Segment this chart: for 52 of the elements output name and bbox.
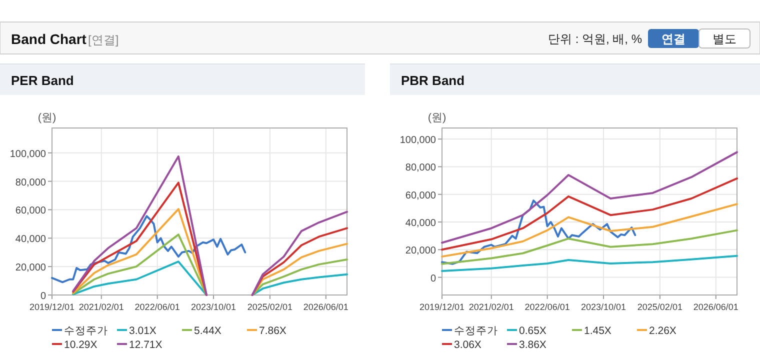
y-tick-label: 20,000	[405, 246, 436, 257]
text: Band Chart	[11, 31, 87, 47]
y-tick-label: 100,000	[10, 148, 46, 160]
line-series	[441, 203, 738, 258]
line-series	[51, 215, 246, 284]
y-tick-label: 60,000	[405, 190, 436, 202]
line-series	[441, 254, 738, 272]
x-tick-label: 2026/06/01	[693, 302, 738, 312]
y-axis-title: (원)	[428, 112, 446, 124]
chart-title: PBR Band	[401, 73, 465, 88]
legend-label: 수정주가	[64, 325, 108, 337]
y-tick-label: 40,000	[15, 234, 46, 246]
line-series	[441, 229, 738, 265]
legend-label: 3.01X	[129, 325, 156, 337]
legend-label: 2.26X	[649, 325, 676, 337]
x-tick-label: 2019/12/01	[29, 302, 75, 312]
text: 연결	[662, 32, 686, 46]
text: [연결]	[88, 33, 119, 47]
legend-label: 5.44X	[194, 325, 222, 337]
y-tick-label: 80,000	[15, 177, 46, 188]
legend-label: 10.29X	[64, 339, 98, 351]
x-tick-label: 2022/06/01	[134, 302, 180, 312]
legend-label: 수정주가	[454, 325, 498, 337]
legend-label: 0.65X	[519, 325, 546, 337]
legend-label: 1.45X	[584, 325, 612, 337]
x-tick-label: 2023/10/01	[580, 302, 626, 312]
y-tick-label: 40,000	[405, 218, 436, 230]
line-series	[441, 151, 738, 244]
x-tick-label: 2022/06/01	[524, 302, 570, 312]
x-tick-label: 2021/02/01	[468, 302, 514, 312]
x-tick-label: 2026/06/01	[303, 302, 348, 312]
chart-title: PER Band	[11, 73, 74, 88]
y-tick-label: 20,000	[15, 262, 46, 274]
line-series	[441, 200, 636, 265]
text: 단위 : 억원, 배, %	[548, 32, 642, 46]
line-series	[441, 177, 738, 251]
y-tick-label: 0	[40, 291, 46, 302]
x-tick-label: 2023/10/01	[190, 302, 236, 312]
legend-label: 3.86X	[519, 339, 546, 351]
x-tick-label: 2025/02/01	[637, 302, 682, 312]
x-tick-label: 2025/02/01	[247, 302, 292, 312]
legend-label: 12.71X	[129, 339, 162, 351]
x-tick-label: 2019/12/01	[419, 302, 465, 312]
legend-label: 3.06X	[454, 339, 482, 351]
x-tick-label: 2021/02/01	[78, 302, 124, 312]
y-axis-title: (원)	[38, 112, 56, 124]
y-tick-label: 80,000	[405, 162, 436, 174]
text: 별도	[712, 32, 736, 46]
y-tick-label: 0	[430, 273, 436, 284]
y-tick-label: 60,000	[15, 206, 46, 217]
legend-label: 7.86X	[259, 325, 286, 337]
y-tick-label: 100,000	[400, 135, 436, 146]
